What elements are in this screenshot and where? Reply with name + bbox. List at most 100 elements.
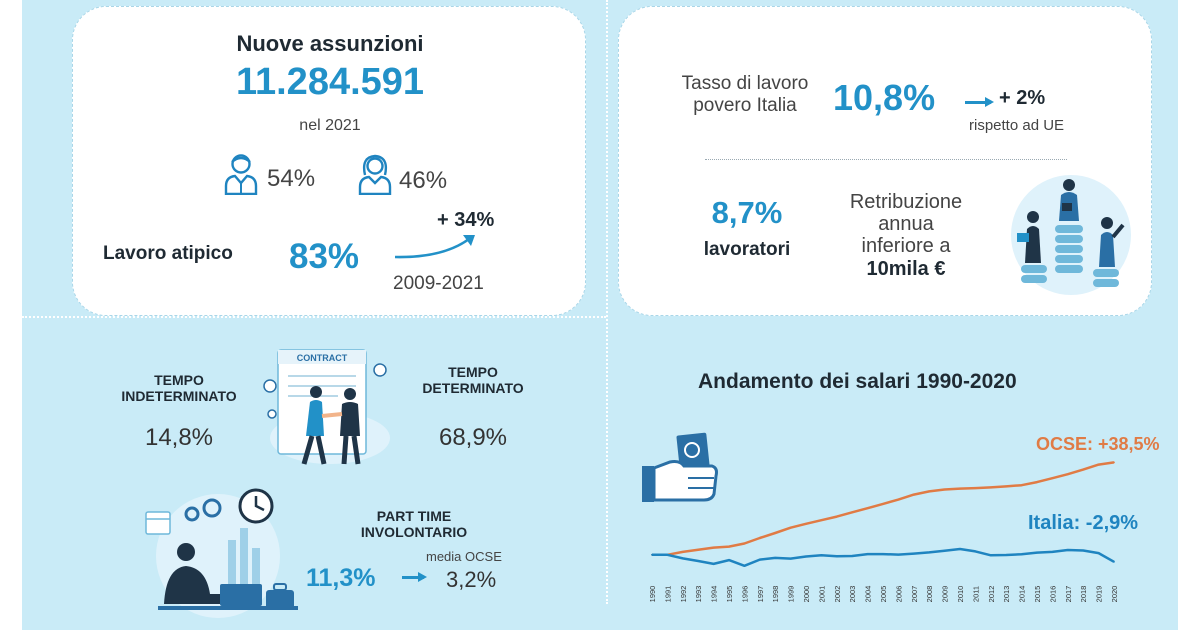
povero-rate: 10,8% [833,77,936,118]
x-tick-label: 2020 [1110,586,1119,603]
x-tick-label: 1998 [771,586,780,603]
x-tick-label: 2016 [1048,586,1057,603]
data-point [743,542,746,545]
data-point [820,519,823,522]
contract-signing-illustration: CONTRACT [258,342,408,468]
card-separator [705,159,1067,160]
horizontal-divider [22,316,606,318]
x-tick-label: 2004 [864,586,873,603]
data-point [681,551,684,553]
x-tick-label: 1991 [663,586,672,603]
x-tick-label: 2019 [1095,586,1104,603]
data-point [1020,484,1023,487]
x-tick-label: 2014 [1018,586,1027,603]
chart-lines [651,461,1115,568]
data-point [1005,485,1008,488]
male-worker-icon [223,153,259,196]
parttime-ocse-percentage: 3,2% [446,567,497,592]
data-point [1036,551,1038,554]
data-point [1113,560,1115,563]
data-point [681,557,684,560]
x-tick-label: 2011 [971,586,980,602]
data-point [989,554,992,557]
retrib-line2: annua [878,213,934,235]
data-point [1097,463,1100,466]
data-point [851,511,854,514]
x-tick-label: 2017 [1064,586,1073,603]
povero-change: + 2% [999,87,1046,109]
data-point [1066,549,1069,551]
determinato-percentage: 68,9% [438,424,508,451]
x-tick-label: 1993 [694,586,703,603]
male-percentage: 54% [267,165,316,192]
retrib-line4: 10mila € [866,258,946,280]
retrib-line1: Retribuzione [849,191,963,213]
chart-title: Andamento dei salari 1990-2020 [698,370,1017,393]
x-tick-label: 2010 [956,586,965,603]
atipico-label: Lavoro atipico [103,243,233,264]
x-tick-label: 1996 [740,586,749,603]
data-point [1082,468,1085,471]
x-tick-label: 2001 [817,586,826,603]
data-point [1066,473,1069,476]
x-tick-label: 1990 [648,586,657,603]
data-point [728,545,730,548]
remote-worker-illustration [138,484,308,620]
x-tick-label: 2000 [802,586,811,603]
data-point [1097,552,1100,554]
data-point [666,553,669,556]
series-line-italia [652,547,1115,568]
determinato-label-line2: DETERMINATO [422,380,524,396]
trend-up-arrow-icon [393,231,483,261]
data-point [651,553,653,556]
data-point [805,522,807,525]
data-point [1020,553,1023,556]
data-point [943,488,946,491]
x-tick-label: 2015 [1033,586,1042,603]
povero-label-line2: povero Italia [693,95,797,116]
data-point [974,487,977,489]
data-point [758,537,761,539]
data-point [1113,461,1115,464]
parttime-label-line1: PART TIME [376,508,452,524]
data-point [912,493,915,496]
x-tick-label: 1994 [710,586,719,603]
lavoro-povero-card: Tasso di lavoro povero Italia 10,8% + 2%… [618,6,1152,316]
x-tick-label: 2005 [879,586,888,603]
data-point [789,526,792,529]
atipico-period: 2009-2021 [393,273,484,294]
x-tick-label: 1999 [787,586,796,603]
x-tick-label: 2008 [925,586,934,603]
indeterminato-label-line1: TEMPO [154,372,204,388]
data-point [835,555,838,558]
x-tick-label: 1997 [756,586,765,603]
assunzioni-total: 11.284.591 [235,61,425,103]
data-point [774,557,777,559]
parttime-label-line2: INVOLONTARIO [360,524,468,540]
data-point [820,554,823,557]
determinato-label-line1: TEMPO [448,364,498,380]
assunzioni-card: Nuove assunzioni 11.284.591 nel 2021 54%… [72,6,586,316]
data-point [882,553,884,555]
atipico-percentage: 83% [289,237,360,276]
data-point [835,515,838,518]
italia-series-label: Italia: -2,9% [1028,512,1139,534]
x-tick-label: 2018 [1079,586,1088,603]
data-point [943,549,946,552]
data-point [805,555,807,558]
salary-line-chart: 1990 1991 1992 1993 1994 1995 1996 1997 1998 1999… [648,461,1119,603]
retrib-line3: inferiore a [861,235,951,257]
female-percentage: 46% [399,167,448,194]
contract-word: CONTRACT [297,353,348,363]
data-point [912,552,915,555]
parttime-arrow-icon [402,572,427,582]
povero-label-line1: Tasso di lavoro [681,73,809,94]
x-tick-label: 2006 [894,586,903,603]
data-point [882,503,884,505]
workers-label: lavoratori [703,239,791,260]
infographic-canvas: Nuove assunzioni 11.284.591 nel 2021 54%… [22,0,1178,630]
data-point [974,550,977,553]
x-tick-label: 2003 [848,586,857,603]
data-point [1036,481,1038,483]
x-tick-label: 2013 [1002,586,1011,603]
